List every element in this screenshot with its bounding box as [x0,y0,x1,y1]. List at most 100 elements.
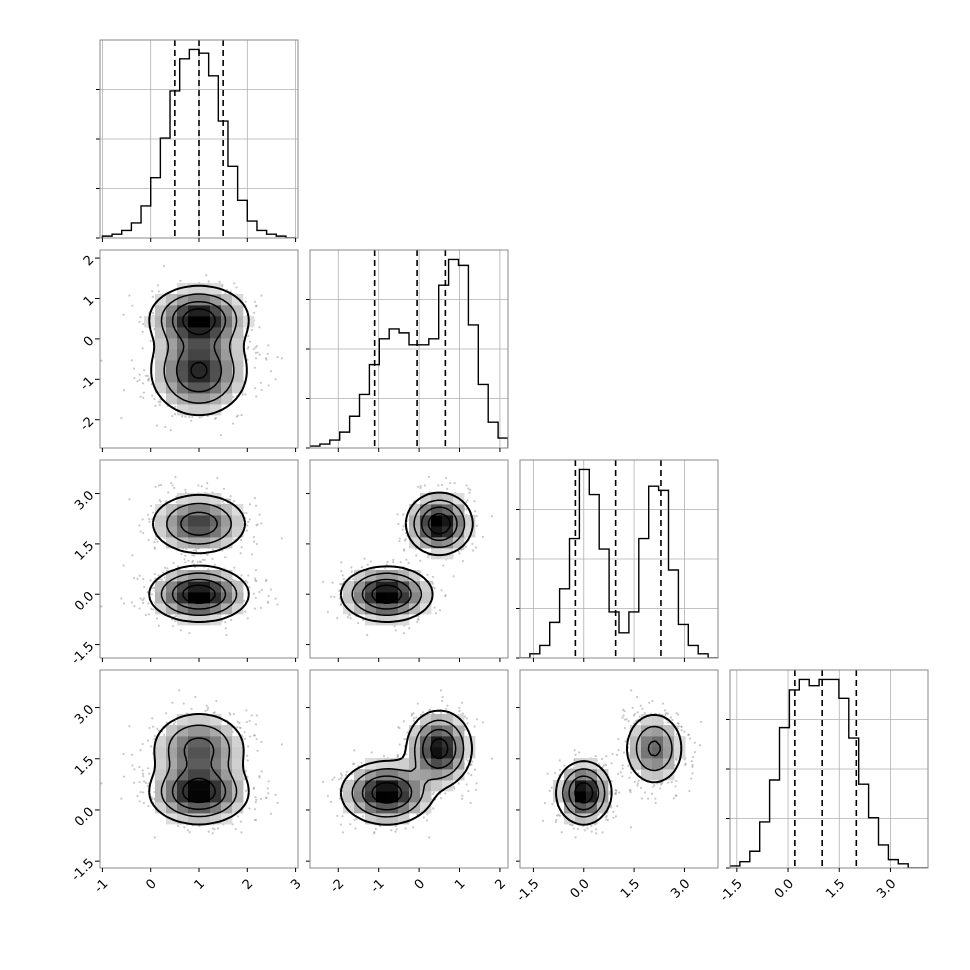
density-cell [199,614,211,626]
density-cell [199,404,211,416]
density-cell [199,316,211,328]
density-cell [177,537,189,549]
contour-line [182,308,216,379]
density-cell [166,570,178,582]
sample-point [490,515,493,518]
density-cell [199,338,211,350]
sample-point [152,608,155,611]
sample-point [366,633,369,637]
density-cell [210,349,222,361]
sample-point [206,706,210,709]
sample-point [142,597,145,600]
contour-line [371,512,451,604]
density-cell [199,581,211,593]
density-cell [177,526,189,538]
density-cell [210,371,222,383]
sample-point [169,428,172,432]
sample-point [266,352,269,355]
sample-point [402,548,405,551]
sample-point [457,550,460,553]
sample-point [147,539,150,542]
sample-point [233,282,236,285]
panel-frame [519,459,719,659]
density-cell [166,592,178,604]
density-cell [221,526,233,538]
scatter-panel-4-1: -1.50.01.53.0-1 0 1 2 3 [69,669,305,896]
sample-point [256,523,259,526]
density-cell [199,283,211,295]
sample-point [252,592,255,595]
sample-point [255,345,258,348]
sample-point [136,577,139,580]
sample-point [144,613,148,616]
sample-point [258,776,261,779]
sample-point [218,280,221,284]
sample-point [229,290,232,293]
sample-point [146,374,149,378]
sample-point [133,768,136,771]
sample-point [434,612,437,615]
sample-point [153,572,157,576]
sample-point [267,601,270,604]
density-cell [188,537,200,549]
sample-point [402,631,405,635]
sample-point [254,387,257,390]
sample-point [143,585,146,589]
sample-point [170,482,173,485]
sample-point [265,578,268,582]
sample-point [419,486,422,490]
sample-point [339,604,343,607]
sample-point [230,618,233,622]
sample-point [206,708,209,711]
contour-line [160,293,238,404]
sample-point [179,279,182,283]
sample-point [444,476,448,480]
density-cell [166,537,178,549]
sample-point [342,577,346,581]
sample-point [247,334,250,338]
sample-point [157,574,160,577]
sample-point [255,798,258,801]
sample-point [438,609,442,612]
density-cell [177,493,189,505]
sample-point [258,353,261,356]
density-cell [166,526,178,538]
density-cell [232,526,244,538]
sample-point [252,311,256,314]
density-cell [210,283,222,295]
sample-point [474,546,478,549]
density-cell [188,316,200,328]
density-cell [177,382,189,394]
sample-point [244,579,247,583]
sample-point [259,606,262,610]
sample-point [341,574,344,577]
sample-point [205,487,208,490]
density-cell [188,570,200,582]
sample-point [259,381,262,384]
density-cell [188,526,200,538]
sample-point [331,581,334,584]
contour-line [351,499,466,617]
sample-point [350,570,353,573]
density-cell [409,603,421,615]
density-cell [199,393,211,405]
sample-point [157,290,161,293]
sample-point [163,536,166,540]
sample-point [405,558,408,561]
sample-point [148,726,151,730]
sample-point [141,599,144,602]
density-cell [210,404,222,416]
density-cell [398,592,410,604]
sample-point [154,538,157,541]
density-cell [232,327,244,339]
density-cell [431,493,443,505]
density-cell [166,360,178,372]
density-cell [199,570,211,582]
sample-point [402,525,405,528]
sample-point [274,793,277,796]
density-cell [232,592,244,604]
density-cell [221,316,233,328]
y-tick-label: -1 [78,374,98,394]
density-cell [188,283,200,295]
sample-point [141,382,145,385]
